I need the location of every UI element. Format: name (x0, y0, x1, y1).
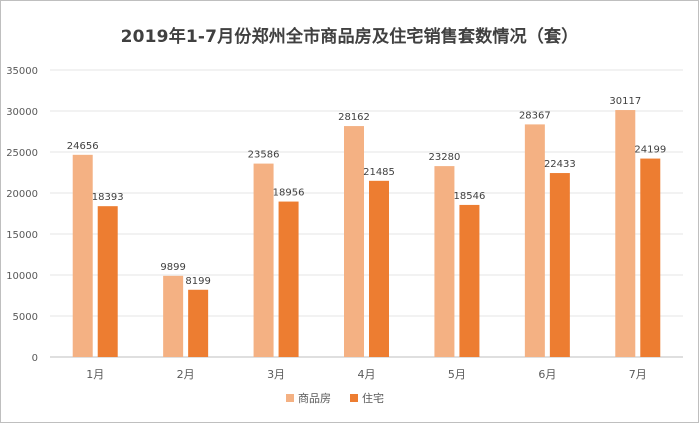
bar-commercial (253, 163, 274, 357)
legend-label: 住宅 (362, 391, 384, 405)
bar-commercial (72, 154, 93, 357)
bar-residential (97, 206, 118, 357)
bar-commercial (615, 110, 636, 357)
bar-residential (369, 180, 389, 357)
x-axis-tick-labels: 1月 2月 3月 4月 5月 6月 7月 (86, 368, 647, 381)
x-tick-label: 5月 (448, 368, 466, 381)
legend-label: 商品房 (298, 391, 331, 405)
legend-swatch (286, 394, 294, 402)
data-label: 23586 (248, 150, 280, 161)
bar-residential (459, 204, 480, 357)
bar-commercial (524, 124, 545, 358)
y-tick-label: 0 (32, 353, 38, 364)
data-label: 30117 (609, 96, 641, 107)
data-label: 21485 (363, 167, 395, 178)
data-label: 24199 (634, 145, 666, 156)
data-label: 9899 (160, 262, 185, 273)
data-label: 22433 (544, 159, 576, 170)
data-label: 18393 (92, 192, 124, 203)
bar-commercial (434, 166, 455, 357)
y-tick-label: 35000 (6, 66, 38, 77)
x-tick-label: 2月 (177, 368, 195, 381)
data-label: 8199 (185, 276, 210, 287)
data-label: 28162 (338, 112, 370, 123)
y-tick-label: 20000 (6, 189, 38, 200)
y-tick-label: 5000 (13, 312, 38, 323)
y-tick-label: 15000 (6, 230, 38, 241)
legend: 商品房 住宅 (286, 391, 384, 405)
bars (72, 110, 661, 358)
chart-title: 2019年1-7月份郑州全市商品房及住宅销售套数情况（套） (120, 27, 579, 47)
x-tick-label: 4月 (358, 368, 376, 381)
bar-residential (278, 201, 299, 357)
data-label: 18956 (273, 188, 305, 199)
y-tick-label: 10000 (6, 271, 38, 282)
y-axis-tick-labels: 0 5000 10000 15000 20000 25000 30000 35000 (6, 66, 38, 364)
data-label: 28367 (519, 110, 551, 121)
bar-residential (640, 158, 661, 357)
legend-swatch (350, 394, 358, 402)
bar-commercial (344, 126, 364, 358)
x-tick-label: 1月 (86, 368, 104, 381)
x-tick-label: 6月 (538, 368, 556, 381)
data-label: 23280 (429, 152, 461, 163)
y-tick-label: 30000 (6, 107, 38, 118)
gridlines (50, 69, 683, 358)
bar-residential (188, 289, 209, 357)
x-tick-label: 3月 (267, 368, 285, 381)
data-label: 18546 (454, 191, 486, 202)
data-label: 24656 (67, 141, 99, 152)
bar-residential (549, 173, 570, 357)
bar-commercial (163, 275, 184, 357)
x-tick-label: 7月 (629, 368, 647, 381)
y-tick-label: 25000 (6, 148, 38, 159)
